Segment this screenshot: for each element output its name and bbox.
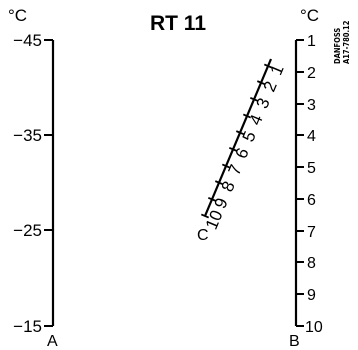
scale-a: −45 −35 −25 −15 A — [13, 31, 58, 350]
scale-c-tick-label: 4 — [246, 112, 267, 128]
scale-b-tick-label: 2 — [307, 65, 316, 82]
scale-b-tick-label: 4 — [307, 128, 316, 145]
scale-a-tick-label: −15 — [13, 317, 42, 336]
scale-c-tick-label: 7 — [225, 162, 246, 178]
scale-c-tick — [214, 180, 224, 186]
scale-c-tick — [249, 96, 259, 102]
brand-line-2: A17-780.12 — [342, 20, 351, 64]
scale-b-tick-label: 10 — [305, 319, 323, 336]
brand-line-1: DANFOSS — [333, 28, 342, 64]
unit-right: °C — [300, 6, 319, 25]
scale-b: 1 2 3 4 5 6 7 8 9 10 B — [289, 33, 323, 350]
scale-c-tick — [207, 196, 217, 202]
scale-c-tick-label: 3 — [253, 95, 274, 111]
scale-b-tick-label: 7 — [307, 224, 316, 241]
scale-a-tick-label: −25 — [13, 221, 42, 240]
scale-c-tick — [235, 130, 245, 136]
scale-c-tick-label: 2 — [260, 78, 281, 94]
scale-b-tick-label: 3 — [307, 97, 316, 114]
scale-c-tick-label: 8 — [218, 178, 239, 194]
scale-a-label: A — [47, 333, 58, 350]
scale-c-tick-label: 5 — [239, 128, 260, 144]
scale-c-label: C — [197, 227, 209, 244]
scale-c-tick — [228, 146, 238, 152]
scale-c-tick — [221, 163, 231, 169]
scale-c-tick — [242, 113, 252, 119]
scale-b-tick-label: 9 — [307, 287, 316, 304]
scale-c-tick — [200, 213, 210, 219]
scale-c-axis — [203, 58, 273, 217]
unit-left: °C — [8, 6, 27, 25]
scale-b-tick-label: 8 — [307, 255, 316, 272]
scale-b-tick-label: 5 — [307, 160, 316, 177]
brand-mark: DANFOSS A17-780.12 — [333, 20, 351, 64]
scale-a-tick-label: −45 — [13, 31, 42, 50]
scale-c-tick-label: 9 — [211, 195, 232, 211]
scale-b-tick-label: 1 — [307, 33, 316, 50]
scale-a-tick-label: −35 — [13, 126, 42, 145]
scale-c-tick — [256, 80, 266, 86]
diagram-title: RT 11 — [150, 12, 206, 35]
scale-b-tick-label: 6 — [307, 192, 316, 209]
scale-c-tick-label: 1 — [267, 62, 288, 78]
scale-b-label: B — [289, 333, 300, 350]
scale-c-tick — [263, 63, 273, 69]
scale-c-tick-label: 6 — [232, 145, 253, 161]
